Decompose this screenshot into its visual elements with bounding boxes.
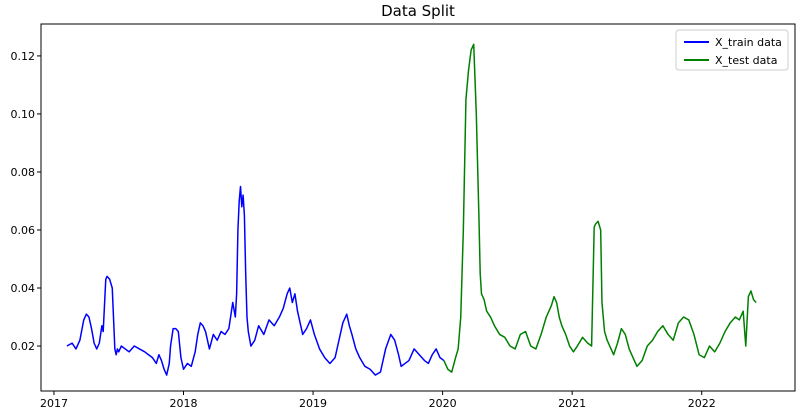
x-tick-label: 2020 bbox=[429, 397, 457, 410]
legend: X_train data X_test data bbox=[675, 29, 789, 71]
x-tick-label: 2022 bbox=[688, 397, 716, 410]
legend-label: X_test data bbox=[715, 54, 777, 67]
x-tick-label: 2018 bbox=[170, 397, 198, 410]
x-tick-label: 2021 bbox=[558, 397, 586, 410]
y-tick-label: 0.12 bbox=[11, 50, 36, 63]
y-tick-label: 0.06 bbox=[11, 224, 36, 237]
series-line-x-train bbox=[66, 185, 445, 376]
y-tick-label: 0.10 bbox=[11, 108, 36, 121]
x-axis: 2017 2018 2019 2020 2021 2022 bbox=[40, 391, 716, 410]
series-line-x-test bbox=[443, 43, 757, 373]
x-tick-label: 2019 bbox=[299, 397, 327, 410]
x-tick-label: 2017 bbox=[40, 397, 68, 410]
plot-frame bbox=[40, 23, 796, 392]
series-layer bbox=[66, 43, 757, 376]
legend-label: X_train data bbox=[715, 36, 782, 49]
y-tick-label: 0.08 bbox=[11, 166, 36, 179]
y-tick-label: 0.02 bbox=[11, 340, 36, 353]
y-tick-label: 0.04 bbox=[11, 282, 36, 295]
chart-title: Data Split bbox=[381, 2, 455, 20]
y-axis: 0.02 0.04 0.06 0.08 0.10 0.12 bbox=[11, 50, 41, 353]
